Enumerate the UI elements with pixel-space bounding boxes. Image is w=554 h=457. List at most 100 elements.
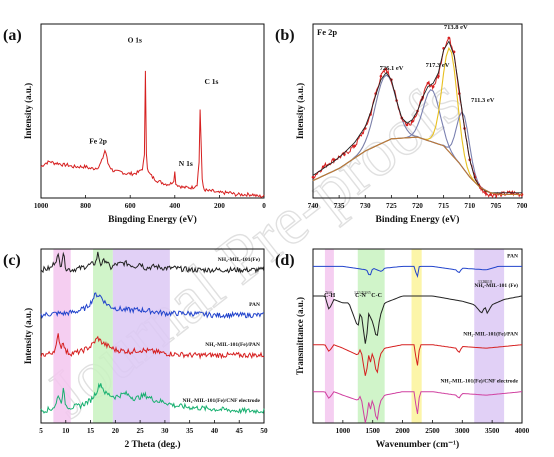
panel-label: (a) [3, 27, 22, 44]
series-line [312, 136, 522, 195]
panel-c: (c) 5 10 15 20 25 30 35 40 45 50 2 Theta (deg.) Inte… [3, 248, 268, 450]
series-line [313, 391, 523, 423]
x-tick-label: 725 [386, 202, 397, 210]
peak-label: 717.3 eV [426, 62, 450, 69]
band-label: C-C [371, 293, 382, 299]
series-line [312, 40, 522, 194]
series-label: NH₂-MIL-101(Fe)/PAN [463, 331, 518, 338]
peak-number: 768 [325, 290, 333, 295]
x-tick-label: 40 [211, 427, 219, 435]
peak-label: 713.8 eV [444, 24, 468, 31]
peak-label: 726.1 eV [380, 65, 404, 72]
peak-number: 3418 [483, 279, 493, 284]
x-tick-label: 715 [438, 202, 449, 210]
x-tick-label: 3500 [485, 427, 500, 435]
series-line [40, 251, 265, 274]
series-line [313, 265, 522, 279]
band [357, 249, 385, 423]
x-tick-label: 1500 [366, 427, 381, 435]
series-label: NH₂-MIL-101(Fe) [218, 256, 260, 263]
peak-number: 1252 [354, 290, 363, 295]
plot-frame [40, 248, 265, 424]
x-tick-label: 735 [334, 202, 345, 210]
data-point [379, 74, 383, 78]
x-tick-label: 2000 [395, 427, 410, 435]
x-tick-label: 705 [490, 202, 501, 210]
x-tick-label: 35 [186, 427, 194, 435]
series-label: NH₂-MIL-101 (Fe) [474, 282, 518, 289]
x-tick-label: 4000 [515, 427, 530, 435]
x-tick-label: 400 [169, 202, 180, 210]
data-point [426, 81, 430, 85]
x-tick-label: 0 [262, 202, 266, 210]
x-axis-label: 2 Theta (deg.) [124, 439, 180, 450]
band [324, 249, 334, 423]
peak-annotation: N 1s [179, 159, 193, 168]
band-label: C-H [324, 293, 335, 299]
x-tick-label: 800 [80, 202, 91, 210]
series-line [40, 292, 265, 320]
y-axis-label: Intensity (a.u.) [295, 83, 305, 139]
band [112, 249, 170, 423]
series-line [313, 344, 523, 376]
x-tick-label: 730 [360, 202, 371, 210]
data-point [484, 191, 487, 195]
x-tick-label: 700 [517, 202, 528, 210]
y-axis-label: Intensity (a.u.) [23, 308, 33, 364]
series-line [313, 295, 523, 344]
peak-annotation: Fe 2p [89, 136, 107, 145]
data-point [311, 175, 315, 179]
peak-number: 1385 [362, 290, 372, 295]
panel-a: (a) 1000 800 600 400 200 0 Bingding Energy (eV)… [3, 23, 266, 225]
panel-label: (c) [3, 252, 21, 269]
x-axis-label: Wavenumber (cm⁻¹) [376, 439, 459, 450]
x-tick-label: 1000 [336, 427, 351, 435]
data-point [410, 120, 414, 123]
x-tick-label: 600 [125, 202, 136, 210]
plot-frame [40, 23, 265, 199]
x-tick-label: 3000 [455, 427, 470, 435]
series-line [40, 70, 265, 199]
data-point [384, 67, 388, 71]
series-label: NH₂-MIL-101(Fe)/PAN [205, 341, 260, 348]
x-tick-label: 720 [412, 202, 423, 210]
x-axis-label: Bingding Energy (eV) [108, 214, 197, 225]
series-label: NH₂-MIL-101(Fe)/CNF electrode [182, 397, 260, 404]
panel-label: (d) [275, 252, 295, 269]
data-point [447, 36, 451, 40]
series-line [40, 382, 265, 415]
data-point [405, 123, 409, 127]
data-point [353, 144, 357, 148]
plot-frame [312, 248, 523, 424]
data-point [431, 85, 435, 88]
x-tick-label: 15 [87, 427, 95, 435]
x-axis-label: Binding Energy (eV) [376, 214, 460, 225]
y-axis-label: Transmittance (a.u.) [295, 297, 305, 375]
panel-d: (d) 1000 1500 2000 2500 3000 3500 4000 Wavenumbe… [275, 248, 530, 450]
panel-b: (b) 740 735 730 725 720 715 710 705 700 Binding En… [275, 23, 528, 225]
x-tick-label: 200 [214, 202, 225, 210]
x-tick-label: 710 [464, 202, 475, 210]
x-tick-label: 10 [62, 427, 70, 435]
peak-label: 711.3 eV [471, 97, 495, 104]
data-point [437, 74, 440, 78]
chart-title: Fe 2p [317, 27, 337, 37]
x-tick-label: 20 [112, 427, 120, 435]
band [53, 249, 71, 423]
peak-number: 3324 [478, 279, 488, 284]
series-line [40, 333, 265, 360]
series-label: PAN [249, 302, 260, 308]
data-point [322, 165, 325, 168]
band [411, 249, 422, 423]
panel-label: (b) [275, 27, 295, 44]
peak-annotation: C 1s [204, 77, 218, 86]
peak-annotation: O 1s [128, 35, 142, 44]
x-tick-label: 50 [260, 427, 268, 435]
x-tick-label: 740 [308, 202, 319, 210]
data-point [489, 193, 492, 196]
x-tick-label: 30 [161, 427, 169, 435]
band [93, 249, 113, 423]
y-axis-label: Intensity (a.u.) [23, 83, 33, 139]
x-tick-label: 25 [137, 427, 145, 435]
